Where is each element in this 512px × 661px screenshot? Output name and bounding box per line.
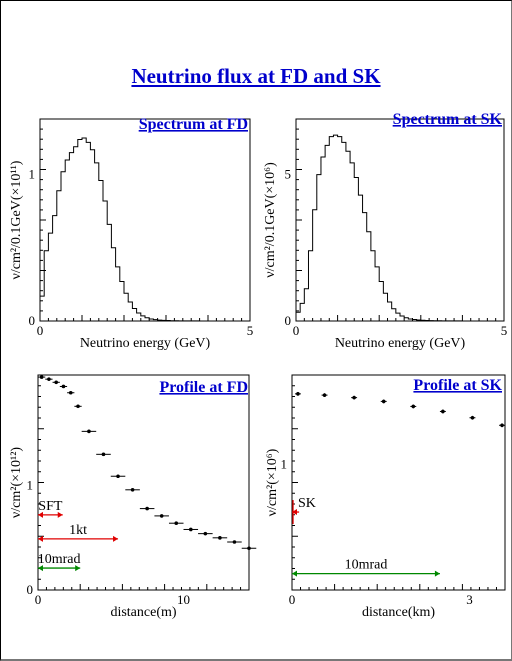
data-point: [381, 399, 386, 404]
data-point: [76, 404, 80, 409]
x-tick-label: 5: [247, 323, 254, 338]
data-point: [87, 429, 91, 434]
panel-title: Spectrum at FD: [139, 116, 248, 133]
annotation-arrowhead: [113, 535, 119, 542]
y-tick-label: 0: [29, 313, 36, 328]
y-tick-label: 1: [29, 167, 36, 182]
annotation-arrowhead: [292, 570, 297, 577]
y-tick-label: 0: [285, 313, 292, 328]
x-tick-label: 10: [177, 592, 190, 607]
data-point: [470, 415, 475, 420]
annotation-arrowhead: [57, 511, 63, 518]
data-point: [203, 531, 208, 536]
plot-frame: [291, 374, 506, 591]
x-tick-label: 0: [37, 323, 44, 338]
data-point: [101, 452, 106, 457]
data-point: [68, 390, 73, 395]
profile-sk-panel: 0 3 1 Profile at SK distance(km) ν/cm²(×10⁶) S…: [256, 370, 512, 620]
data-point: [296, 392, 300, 396]
data-point: [174, 521, 179, 526]
annotation-label: SK: [298, 496, 316, 511]
data-point: [159, 514, 164, 518]
profile-fd-panel: 0 10 0 1 Profile at FD distance(m) ν/cm²(×10¹²…: [0, 370, 257, 620]
data-point: [411, 404, 416, 409]
data-point: [441, 409, 445, 414]
data-point: [130, 488, 135, 492]
histogram-series: [39, 137, 250, 322]
x-tick-label: 5: [501, 323, 508, 338]
profile-fd-chart: 0 10 0 1 Profile at FD distance(m) ν/cm²(×10¹²…: [9, 374, 257, 620]
data-point: [188, 527, 193, 532]
page-title: Neutrino flux at FD and SK: [131, 64, 381, 88]
data-point: [39, 375, 44, 379]
annotation-label: 10mrad: [38, 552, 81, 567]
plot-frame: [295, 118, 505, 322]
data-point: [61, 384, 66, 389]
x-tick-label: 0: [35, 592, 42, 607]
x-axis-label: Neutrino energy (GeV): [335, 336, 466, 351]
annotation-label: SFT: [38, 499, 63, 514]
panel-title: Profile at FD: [159, 379, 248, 396]
panel-title: Profile at SK: [413, 377, 502, 394]
histogram-series: [295, 134, 504, 322]
panel-title: Spectrum at SK: [393, 111, 503, 128]
annotation-arrowhead: [38, 565, 43, 572]
data-point: [500, 423, 504, 428]
x-tick-label: 0: [289, 592, 296, 607]
y-tick-label: 5: [285, 167, 292, 182]
x-tick-label: 3: [466, 592, 473, 607]
data-point: [54, 380, 58, 385]
y-tick-label: 1: [27, 478, 34, 493]
x-axis-label: distance(km): [362, 605, 435, 620]
y-axis-label: ν/cm²/0.1GeV(×10¹¹): [9, 160, 24, 279]
plot-frame: [39, 118, 251, 322]
data-point: [218, 536, 222, 540]
y-axis-label: ν/cm²(×10¹²): [9, 447, 24, 518]
data-point: [247, 546, 251, 551]
data-point: [352, 395, 356, 400]
spectrum-fd-chart: 0 5 0 1 Spectrum at FD Neutrino energy (GeV) ν…: [9, 116, 254, 351]
annotation-arrowhead: [38, 535, 43, 542]
y-axis-label: ν/cm²/0.1GeV(×10⁶): [263, 162, 278, 278]
profile-sk-chart: 0 3 1 Profile at SK distance(km) ν/cm²(×10⁶) S…: [265, 374, 506, 620]
annotation-arrowhead: [75, 565, 81, 572]
data-point: [232, 540, 237, 544]
data-point: [47, 377, 51, 381]
x-axis-label: Neutrino energy (GeV): [80, 336, 211, 351]
annotation-arrowhead: [434, 570, 440, 577]
y-axis-label: ν/cm²(×10⁶): [265, 448, 280, 516]
x-axis-label: distance(m): [110, 605, 176, 620]
data-point: [322, 393, 327, 397]
spectrum-sk-chart: 0 5 0 5 Spectrum at SK Neutrino energy (GeV) ν…: [263, 111, 508, 351]
x-tick-label: 0: [293, 323, 300, 338]
y-tick-label: 1: [281, 456, 288, 471]
spectrum-sk-panel: 0 5 0 5 Spectrum at SK Neutrino energy (GeV) ν…: [256, 105, 512, 355]
annotation-label: 10mrad: [345, 558, 388, 573]
spectrum-fd-panel: 0 5 0 1 Spectrum at FD Neutrino energy (GeV) ν…: [0, 105, 256, 355]
y-tick-label: 0: [27, 582, 34, 597]
annotation-arrowhead: [292, 509, 297, 516]
annotation-label: 1kt: [69, 523, 87, 538]
data-point: [116, 474, 120, 479]
data-point: [145, 506, 149, 511]
annotation-arrowhead: [38, 511, 43, 518]
